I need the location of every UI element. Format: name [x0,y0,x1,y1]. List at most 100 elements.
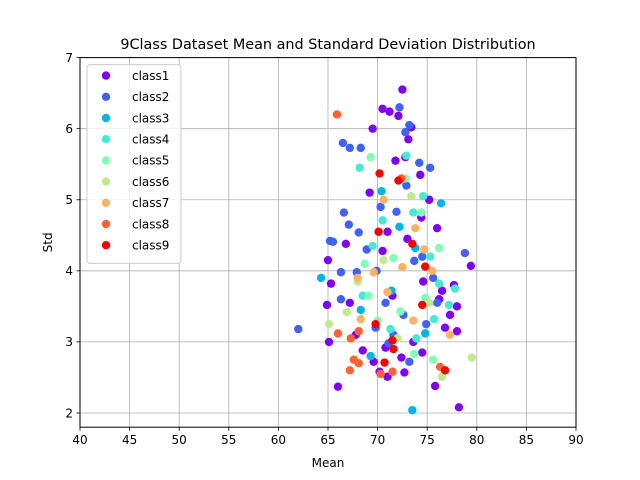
class5-point [364,291,373,300]
series-class1 [322,85,476,412]
class4-point [450,284,460,293]
class9-point [408,239,417,249]
class1-point [397,353,406,362]
legend-label-class2: class2 [132,90,169,104]
class4-point [358,291,367,300]
class4-point [378,216,387,225]
class5-point [366,152,375,162]
class6-point [467,353,477,362]
class1-point [358,346,367,355]
class2-point [356,143,365,153]
class6-point [324,319,334,329]
legend-marker-class5 [101,156,111,165]
y-tick-label: 3 [65,335,73,349]
class5-point [428,355,438,364]
y-tick-label: 2 [65,406,73,420]
legend-label-class3: class3 [132,111,169,125]
class1-point [452,302,462,311]
class2-point [405,120,414,130]
class1-point [404,135,413,144]
class7-point [445,330,455,339]
class2-point [422,319,431,329]
class1-point [345,298,355,308]
class1-point [452,327,462,336]
class4-point [434,279,444,288]
class8-point [354,327,363,336]
class1-point [398,85,407,94]
class2-point [336,295,346,304]
class1-point [430,381,440,391]
class5-point [396,307,405,316]
legend-label-class6: class6 [132,175,169,189]
class1-point [385,107,394,116]
class1-point [466,261,476,271]
class7-point [356,314,365,324]
class1-point [440,323,450,332]
class2-point [381,298,390,308]
x-tick-label: 65 [320,433,335,447]
class2-point [328,237,338,246]
y-tick-label: 6 [65,122,73,136]
class1-point [445,310,455,320]
series-class3 [316,187,446,415]
legend-marker-class9 [101,241,111,250]
class8-point [354,359,363,368]
legend-marker-class4 [101,135,111,144]
class3-point [356,305,365,315]
class8-point [333,329,343,338]
class1-point [378,104,387,113]
class5-point [389,253,398,263]
class3-point [316,273,326,283]
class4-point [355,163,364,172]
series-class9 [371,169,450,375]
class5-point [410,349,419,359]
series-class8 [332,110,445,379]
class9-point [380,358,389,367]
series-class5 [360,152,444,364]
x-axis-label: Mean [312,456,345,470]
class4-point [402,151,411,160]
data-points [294,85,477,415]
class1-point [378,246,387,256]
class2-point [344,220,354,229]
class3-point [366,351,375,361]
class4-point [409,208,418,217]
class7-point [383,287,392,297]
class9-point [421,262,430,271]
legend-marker-class8 [101,219,111,229]
class7-point [420,245,429,254]
class8-point [376,369,385,379]
class9-point [440,366,450,375]
class8-point [332,110,342,119]
class6-point [342,307,352,317]
legend-label-class8: class8 [132,217,169,231]
class9-point [388,336,397,345]
class8-point [388,367,397,376]
class1-point [454,403,464,412]
class4-point [412,334,421,343]
class7-point [409,316,418,325]
class4-point [419,192,428,201]
class2-point [339,208,349,217]
x-tick-label: 50 [172,433,187,447]
class2-point [354,228,363,237]
series-class4 [355,151,460,343]
class4-point [444,300,454,310]
class1-point [419,277,428,286]
class5-point [360,259,369,268]
class1-point [341,239,351,249]
class1-point [394,111,403,121]
chart-title: 9Class Dataset Mean and Standard Deviati… [120,37,535,53]
class9-point [418,300,427,310]
class8-point [346,334,356,343]
class1-point [432,223,442,233]
class4-point [429,314,439,324]
class4-point [425,252,435,261]
class4-point [386,324,395,334]
class2-point [410,256,419,266]
series-class7 [353,195,455,339]
class1-point [418,348,427,357]
legend-marker-class7 [101,198,111,207]
class2-point [425,163,435,172]
